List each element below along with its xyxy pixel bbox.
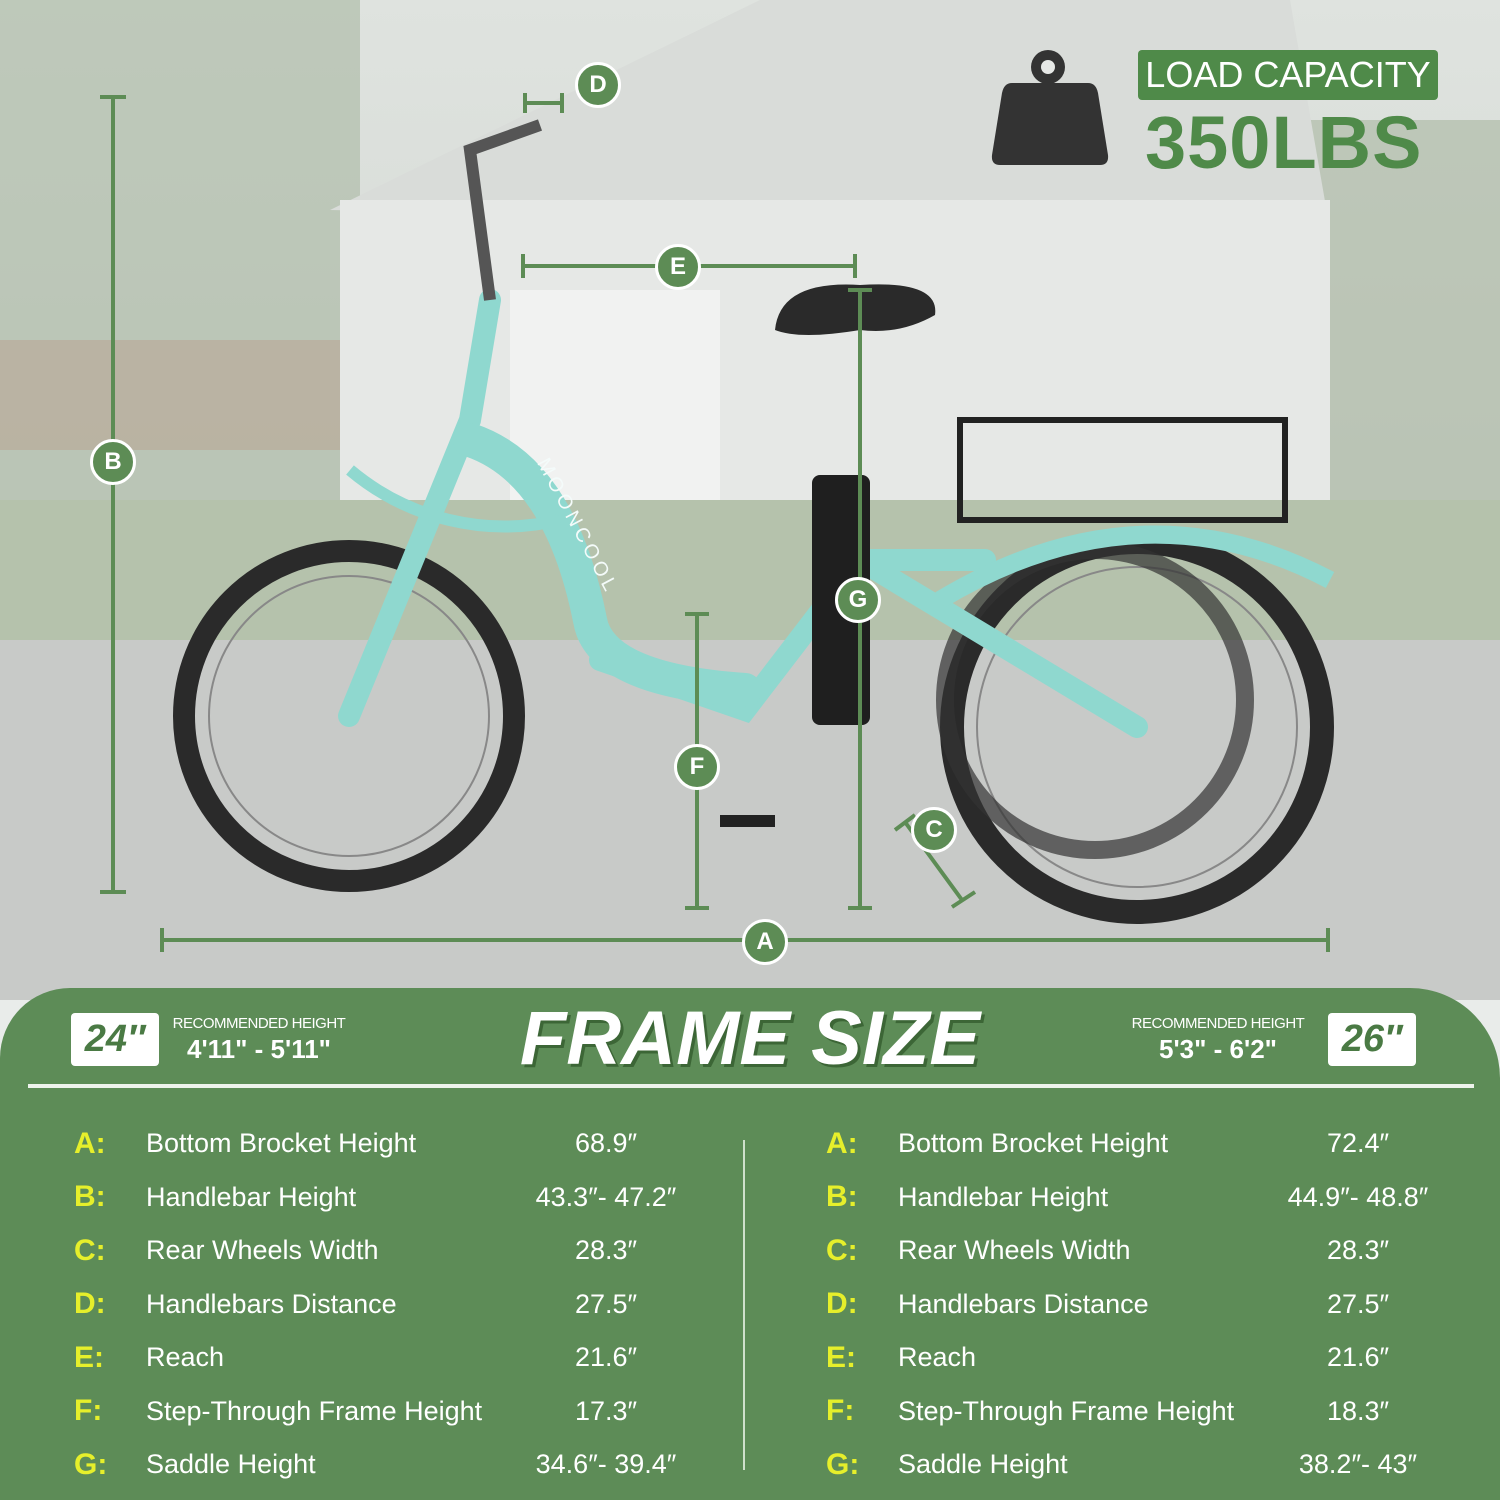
spec-key: E: xyxy=(826,1340,856,1374)
spec-value: 21.6″ xyxy=(574,1342,638,1373)
spec-value: 72.4″ xyxy=(1326,1128,1390,1159)
load-capacity-label: LOAD CAPACITY xyxy=(1138,50,1438,100)
spec-name: Rear Wheels Width xyxy=(898,1235,1131,1266)
recommended-height-value: 5'3" - 6'2" xyxy=(1159,1034,1277,1064)
recommended-height-value: 4'11" - 5'11" xyxy=(186,1034,331,1064)
spec-name: Rear Wheels Width xyxy=(146,1235,379,1266)
spec-name: Step-Through Frame Height xyxy=(146,1395,483,1426)
spec-key: C: xyxy=(74,1233,106,1267)
spec-key: B: xyxy=(826,1180,858,1214)
frame-size-panel xyxy=(0,988,1500,1500)
specs-26-table: A: Bottom Brocket Height 72.4″ B: Handlebar … xyxy=(826,1117,1458,1492)
spec-row: D: Handlebars Distance 27.5″ xyxy=(74,1278,706,1332)
dimension-label-g: G xyxy=(835,577,881,623)
spec-name: Handlebars Distance xyxy=(898,1288,1149,1319)
spec-key: G: xyxy=(74,1447,108,1481)
spec-key: F: xyxy=(74,1394,103,1428)
spec-name: Bottom Brocket Height xyxy=(146,1128,417,1159)
spec-name: Reach xyxy=(146,1342,225,1373)
spec-value: 17.3″ xyxy=(574,1395,638,1426)
dimension-label-c: C xyxy=(911,807,957,853)
load-capacity-value: 350LBS xyxy=(1145,101,1423,184)
spec-value: 34.6″- 39.4″ xyxy=(535,1449,677,1480)
dimension-label-f: F xyxy=(674,744,720,790)
dimension-label-d: D xyxy=(575,62,621,108)
spec-row: E: Reach 21.6″ xyxy=(826,1331,1458,1385)
spec-value: 28.3″ xyxy=(1326,1235,1390,1266)
dimension-label-e: E xyxy=(655,244,701,290)
recommended-height-label: RECOMMENDED HEIGHT xyxy=(1131,1015,1305,1032)
spec-name: Saddle Height xyxy=(146,1449,316,1480)
spec-name: Saddle Height xyxy=(898,1449,1068,1480)
spec-row: F: Step-Through Frame Height 18.3″ xyxy=(826,1385,1458,1439)
spec-key: F: xyxy=(826,1394,855,1428)
spec-row: G: Saddle Height 38.2″- 43″ xyxy=(826,1438,1458,1492)
dimension-label-a: A xyxy=(742,919,788,965)
spec-value: 44.9″- 48.8″ xyxy=(1287,1181,1429,1212)
spec-name: Step-Through Frame Height xyxy=(898,1395,1235,1426)
spec-row: B: Handlebar Height 44.9″- 48.8″ xyxy=(826,1171,1458,1225)
spec-value: 18.3″ xyxy=(1326,1395,1390,1426)
weight-icon xyxy=(991,50,1109,165)
spec-row: A: Bottom Brocket Height 72.4″ xyxy=(826,1117,1458,1171)
spec-value: 68.9″ xyxy=(574,1128,638,1159)
dimension-lines xyxy=(100,93,1330,952)
spec-row: D: Handlebars Distance 27.5″ xyxy=(826,1278,1458,1332)
spec-key: B: xyxy=(74,1180,106,1214)
specs-24-table: A: Bottom Brocket Height 68.9″ B: Handlebar … xyxy=(74,1117,706,1492)
frame-size-title: FRAME SIZE xyxy=(519,996,981,1081)
size-24-badge: 24″ xyxy=(71,1013,159,1066)
spec-key: A: xyxy=(826,1126,858,1160)
dimension-label-b: B xyxy=(90,439,136,485)
spec-name: Handlebar Height xyxy=(146,1181,357,1212)
spec-value: 43.3″- 47.2″ xyxy=(535,1181,677,1212)
spec-name: Handlebars Distance xyxy=(146,1288,397,1319)
spec-key: C: xyxy=(826,1233,858,1267)
spec-value: 28.3″ xyxy=(574,1235,638,1266)
spec-key: G: xyxy=(826,1447,860,1481)
spec-value: 27.5″ xyxy=(574,1288,638,1319)
spec-value: 38.2″- 43″ xyxy=(1298,1449,1418,1480)
spec-row: C: Rear Wheels Width 28.3″ xyxy=(826,1224,1458,1278)
spec-value: 27.5″ xyxy=(1326,1288,1390,1319)
spec-row: F: Step-Through Frame Height 17.3″ xyxy=(74,1385,706,1439)
spec-name: Handlebar Height xyxy=(898,1181,1109,1212)
spec-row: G: Saddle Height 34.6″- 39.4″ xyxy=(74,1438,706,1492)
spec-row: B: Handlebar Height 43.3″- 47.2″ xyxy=(74,1171,706,1225)
spec-row: A: Bottom Brocket Height 68.9″ xyxy=(74,1117,706,1171)
column-divider xyxy=(743,1140,745,1470)
recommended-height-26: RECOMMENDED HEIGHT 5'3" - 6'2" xyxy=(1127,1015,1309,1065)
size-26-badge: 26″ xyxy=(1328,1013,1416,1066)
spec-name: Bottom Brocket Height xyxy=(898,1128,1169,1159)
spec-row: E: Reach 21.6″ xyxy=(74,1331,706,1385)
divider xyxy=(28,1084,1474,1088)
recommended-height-24: RECOMMENDED HEIGHT 4'11" - 5'11" xyxy=(168,1015,350,1065)
spec-key: A: xyxy=(74,1126,106,1160)
product-photo xyxy=(0,0,1500,1000)
recommended-height-label: RECOMMENDED HEIGHT xyxy=(172,1015,346,1032)
spec-name: Reach xyxy=(898,1342,977,1373)
spec-key: E: xyxy=(74,1340,104,1374)
spec-key: D: xyxy=(74,1287,106,1321)
spec-key: D: xyxy=(826,1287,858,1321)
spec-value: 21.6″ xyxy=(1326,1342,1390,1373)
spec-row: C: Rear Wheels Width 28.3″ xyxy=(74,1224,706,1278)
